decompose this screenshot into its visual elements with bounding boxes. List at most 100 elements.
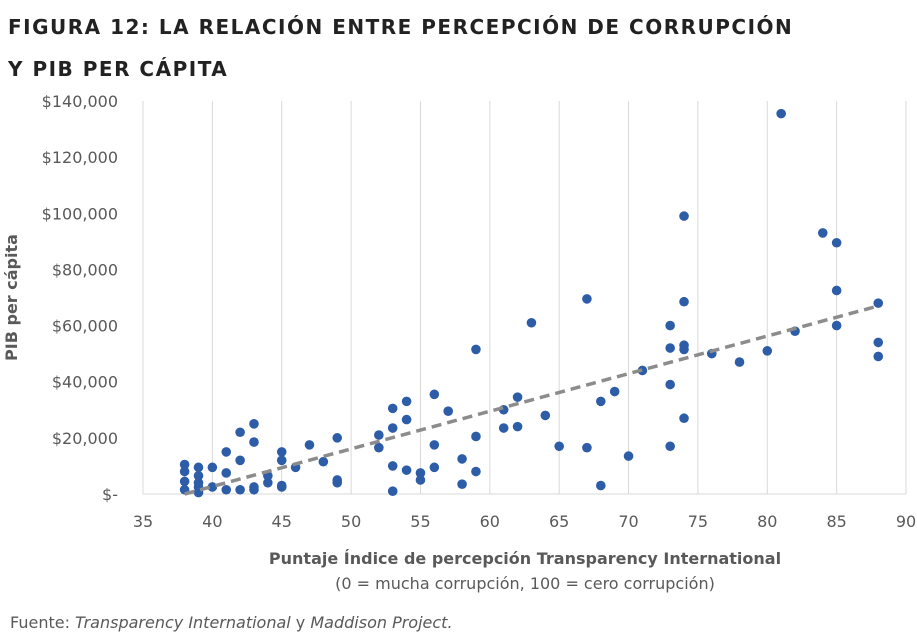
y-tick-label: $40,000 [52, 373, 118, 392]
x-tick-label: 70 [618, 512, 638, 531]
data-point [276, 447, 287, 457]
data-point [817, 228, 828, 238]
data-point [471, 466, 481, 477]
x-tick-label: 80 [757, 512, 777, 531]
data-point [193, 462, 204, 473]
data-point [596, 480, 606, 491]
data-point [401, 465, 412, 475]
data-point [457, 479, 467, 489]
data-point [582, 294, 592, 304]
source-prefix: Fuente: [10, 613, 76, 632]
data-point [526, 317, 537, 328]
data-point [540, 410, 551, 421]
data-point [387, 486, 398, 496]
chart-title-line-2: Y PIB PER CÁPITA [8, 57, 229, 81]
data-point [679, 296, 689, 307]
x-tick-label: 45 [272, 512, 292, 531]
data-point [235, 484, 245, 495]
data-point [679, 211, 689, 221]
data-point [429, 462, 440, 473]
data-point [249, 419, 259, 429]
x-tick-label: 35 [133, 512, 153, 531]
x-tick-label: 40 [202, 512, 222, 531]
data-point [263, 477, 273, 488]
data-point [235, 427, 245, 438]
x-tick-label: 60 [480, 512, 500, 531]
scatter-plot: 35 40 45 50 55 60 65 70 75 80 85 90 $- $20,000 $40,000… [2, 92, 916, 531]
data-point [623, 451, 634, 461]
data-point [512, 392, 523, 402]
data-point [582, 442, 592, 453]
data-point [415, 475, 426, 485]
data-point [276, 482, 287, 492]
data-point [387, 461, 398, 471]
data-point [471, 344, 481, 355]
data-point [554, 441, 564, 452]
data-point [235, 455, 245, 466]
data-point [831, 320, 842, 331]
data-point [665, 441, 675, 452]
data-point [831, 285, 842, 296]
data-point [443, 406, 454, 416]
x-tick-label: 55 [410, 512, 430, 531]
data-point [179, 466, 190, 477]
data-point [179, 459, 190, 470]
data-point [332, 477, 343, 488]
data-point [609, 386, 620, 397]
data-point [221, 484, 232, 495]
data-point [512, 421, 523, 432]
data-point [249, 437, 259, 447]
data-point [873, 351, 884, 362]
data-point [387, 403, 398, 414]
data-point [429, 440, 440, 450]
y-tick-label: $120,000 [42, 148, 118, 167]
x-tick-label: 85 [826, 512, 846, 531]
data-point [374, 442, 384, 453]
x-tick-label: 50 [341, 512, 361, 531]
data-point [498, 423, 509, 433]
source-maddison: Maddison Project. [310, 613, 453, 632]
y-tick-label: $80,000 [52, 260, 118, 279]
data-point [401, 396, 412, 407]
x-tick-label: 90 [896, 512, 916, 531]
y-tick-label: $- [102, 485, 118, 504]
x-tick-label: 75 [688, 512, 708, 531]
source-note: Fuente: Transparency International y Mad… [10, 613, 453, 632]
data-point [457, 454, 467, 464]
data-point [387, 423, 398, 433]
data-point [249, 484, 259, 495]
data-point [873, 298, 884, 308]
x-axis-subtitle: (0 = mucha corrupción, 100 = cero corrup… [335, 574, 715, 593]
chart-title: FIGURA 12: LA RELACIÓN ENTRE PERCEPCIÓN … [8, 6, 793, 90]
y-tick-label: $60,000 [52, 317, 118, 336]
data-point [179, 476, 190, 487]
data-point [762, 346, 773, 356]
data-point [776, 108, 786, 119]
data-point [304, 440, 315, 450]
data-point [429, 389, 440, 400]
source-connector: y [290, 613, 311, 632]
trendline [184, 304, 879, 496]
source-transparency: Transparency International [75, 613, 291, 632]
y-tick-label: $100,000 [42, 204, 118, 223]
y-tick-label: $140,000 [42, 92, 118, 111]
data-point [193, 470, 204, 481]
y-axis-title: PIB per cápita [2, 234, 21, 361]
data-point [665, 379, 675, 390]
data-point [637, 365, 648, 376]
data-point [207, 462, 218, 473]
data-point [665, 343, 675, 353]
data-point [679, 413, 689, 424]
data-point [374, 430, 384, 440]
data-point [831, 237, 842, 248]
data-point [401, 414, 412, 425]
data-point [332, 433, 343, 443]
x-tick-label: 65 [549, 512, 569, 531]
data-point [679, 344, 689, 355]
data-point [415, 468, 426, 478]
data-point [471, 431, 481, 442]
data-point [873, 337, 884, 348]
data-point [734, 357, 745, 367]
data-point [221, 468, 232, 478]
data-point [221, 447, 232, 457]
